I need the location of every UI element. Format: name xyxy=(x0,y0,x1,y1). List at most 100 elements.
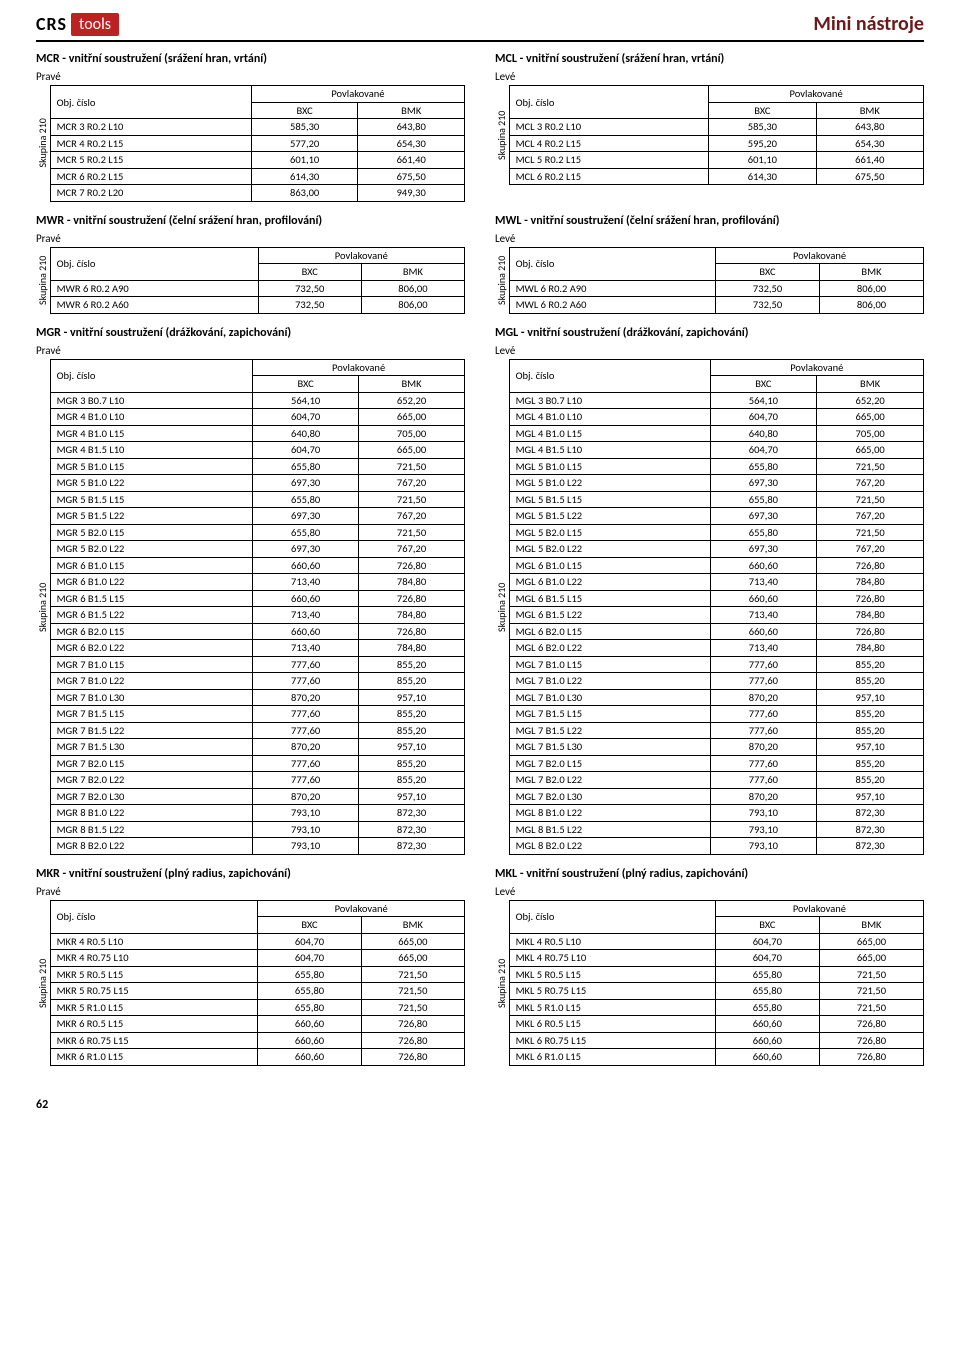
group-label: Skupina 210 xyxy=(495,900,509,1066)
price-bxc: 713,40 xyxy=(710,640,817,657)
item-code: MGL 7 B1.0 L22 xyxy=(509,673,710,690)
price-bmk: 721,50 xyxy=(817,458,924,475)
table-row: MGR 5 B1.5 L22697,30767,20 xyxy=(50,508,464,525)
side-label: Levé xyxy=(495,344,924,357)
table-row: MWL 6 R0.2 A60732,50806,00 xyxy=(509,297,923,314)
price-bxc: 655,80 xyxy=(258,983,361,1000)
col-obj: Obj. číslo xyxy=(50,900,258,933)
right-col: MKL - vnitřní soustružení (plný radius, … xyxy=(495,867,924,1078)
price-bmk: 726,80 xyxy=(819,1016,923,1033)
col-coated: Povlakované xyxy=(251,86,464,103)
item-code: MGL 4 B1.0 L10 xyxy=(509,409,710,426)
page-title: Mini nástroje xyxy=(813,12,924,36)
col-bxc: BXC xyxy=(716,264,820,281)
table-row: MGL 4 B1.0 L10604,70665,00 xyxy=(509,409,923,426)
price-bmk: 726,80 xyxy=(359,623,465,640)
left-col: MKR - vnitřní soustružení (plný radius, … xyxy=(36,867,465,1078)
item-code: MGL 6 B1.5 L15 xyxy=(509,590,710,607)
item-code: MWR 6 R0.2 A90 xyxy=(50,280,258,297)
table-row: MKL 5 R0.5 L15655,80721,50 xyxy=(509,966,923,983)
price-table: Obj. čísloPovlakovanéBXCBMKMKL 4 R0.5 L1… xyxy=(509,900,924,1066)
price-bmk: 726,80 xyxy=(359,557,465,574)
price-bxc: 793,10 xyxy=(710,838,817,855)
price-bxc: 697,30 xyxy=(710,475,817,492)
side-label: Pravé xyxy=(36,885,465,898)
price-bxc: 564,10 xyxy=(710,392,817,409)
table-row: MGR 5 B1.0 L22697,30767,20 xyxy=(50,475,464,492)
price-bmk: 784,80 xyxy=(817,574,924,591)
price-block: MGL - vnitřní soustružení (drážkování, z… xyxy=(495,326,924,855)
item-code: MGR 5 B2.0 L22 xyxy=(50,541,253,558)
item-code: MGR 5 B1.0 L15 xyxy=(50,458,253,475)
price-bmk: 652,20 xyxy=(359,392,465,409)
price-bmk: 675,50 xyxy=(358,168,465,185)
price-bxc: 713,40 xyxy=(710,607,817,624)
item-code: MGR 7 B2.0 L22 xyxy=(50,772,253,789)
col-bmk: BMK xyxy=(816,102,923,119)
price-bmk: 665,00 xyxy=(817,442,924,459)
price-bxc: 640,80 xyxy=(710,425,817,442)
price-bmk: 872,30 xyxy=(817,838,924,855)
item-code: MGR 7 B2.0 L15 xyxy=(50,755,253,772)
item-code: MGR 6 B2.0 L15 xyxy=(50,623,253,640)
table-row: MCR 5 R0.2 L15601,10661,40 xyxy=(50,152,464,169)
price-bxc: 697,30 xyxy=(253,475,359,492)
price-bxc: 604,70 xyxy=(253,442,359,459)
price-bxc: 777,60 xyxy=(710,673,817,690)
col-obj: Obj. číslo xyxy=(50,247,258,280)
price-bxc: 601,10 xyxy=(251,152,358,169)
price-bmk: 872,30 xyxy=(359,838,465,855)
item-code: MGL 7 B1.5 L30 xyxy=(509,739,710,756)
item-code: MWL 6 R0.2 A90 xyxy=(509,280,716,297)
item-code: MCL 5 R0.2 L15 xyxy=(509,152,709,169)
item-code: MGL 4 B1.5 L10 xyxy=(509,442,710,459)
table-row: MWL 6 R0.2 A90732,50806,00 xyxy=(509,280,923,297)
price-bxc: 777,60 xyxy=(710,656,817,673)
block-title: MKR - vnitřní soustružení (plný radius, … xyxy=(36,867,465,881)
group-label: Skupina 210 xyxy=(495,85,509,185)
item-code: MWL 6 R0.2 A60 xyxy=(509,297,716,314)
item-code: MGL 5 B1.0 L22 xyxy=(509,475,710,492)
price-bmk: 872,30 xyxy=(817,805,924,822)
price-bxc: 870,20 xyxy=(253,788,359,805)
price-table: Obj. čísloPovlakovanéBXCBMKMCL 3 R0.2 L1… xyxy=(509,85,924,185)
price-bxc: 732,50 xyxy=(716,297,820,314)
table-row: MGL 7 B1.0 L30870,20957,10 xyxy=(509,689,923,706)
table-row: MGL 7 B2.0 L30870,20957,10 xyxy=(509,788,923,805)
table-row: MGL 5 B2.0 L22697,30767,20 xyxy=(509,541,923,558)
table-row: MGR 7 B1.0 L30870,20957,10 xyxy=(50,689,464,706)
logo: CRS tools xyxy=(36,13,119,36)
price-bxc: 793,10 xyxy=(710,821,817,838)
side-label: Levé xyxy=(495,232,924,245)
table-row: MGR 8 B1.5 L22793,10872,30 xyxy=(50,821,464,838)
price-bmk: 654,30 xyxy=(816,135,923,152)
table-row: MGL 8 B1.0 L22793,10872,30 xyxy=(509,805,923,822)
price-bmk: 721,50 xyxy=(817,491,924,508)
table-row: MKR 5 R0.5 L15655,80721,50 xyxy=(50,966,464,983)
table-row: MGR 6 B2.0 L15660,60726,80 xyxy=(50,623,464,640)
item-code: MCL 3 R0.2 L10 xyxy=(509,119,709,136)
table-row: MGL 3 B0.7 L10564,10652,20 xyxy=(509,392,923,409)
price-bxc: 793,10 xyxy=(710,805,817,822)
item-code: MGL 6 B2.0 L22 xyxy=(509,640,710,657)
item-code: MGR 4 B1.0 L10 xyxy=(50,409,253,426)
col-bmk: BMK xyxy=(817,376,924,393)
table-row: MWR 6 R0.2 A90732,50806,00 xyxy=(50,280,464,297)
price-bmk: 855,20 xyxy=(817,656,924,673)
price-bmk: 665,00 xyxy=(361,933,464,950)
item-code: MGR 7 B1.5 L15 xyxy=(50,706,253,723)
price-bmk: 957,10 xyxy=(359,739,465,756)
item-code: MKL 4 R0.75 L10 xyxy=(509,950,715,967)
col-coated: Povlakované xyxy=(709,86,924,103)
block-title: MWL - vnitřní soustružení (čelní srážení… xyxy=(495,214,924,228)
item-code: MKR 5 R0.5 L15 xyxy=(50,966,258,983)
price-bxc: 660,60 xyxy=(710,623,817,640)
price-bxc: 870,20 xyxy=(253,739,359,756)
item-code: MGR 6 B1.5 L22 xyxy=(50,607,253,624)
item-code: MGL 3 B0.7 L10 xyxy=(509,392,710,409)
price-table: Obj. čísloPovlakovanéBXCBMKMGL 3 B0.7 L1… xyxy=(509,359,924,855)
price-bxc: 777,60 xyxy=(710,722,817,739)
price-bxc: 732,50 xyxy=(716,280,820,297)
price-bmk: 806,00 xyxy=(820,280,924,297)
price-bxc: 732,50 xyxy=(258,297,361,314)
